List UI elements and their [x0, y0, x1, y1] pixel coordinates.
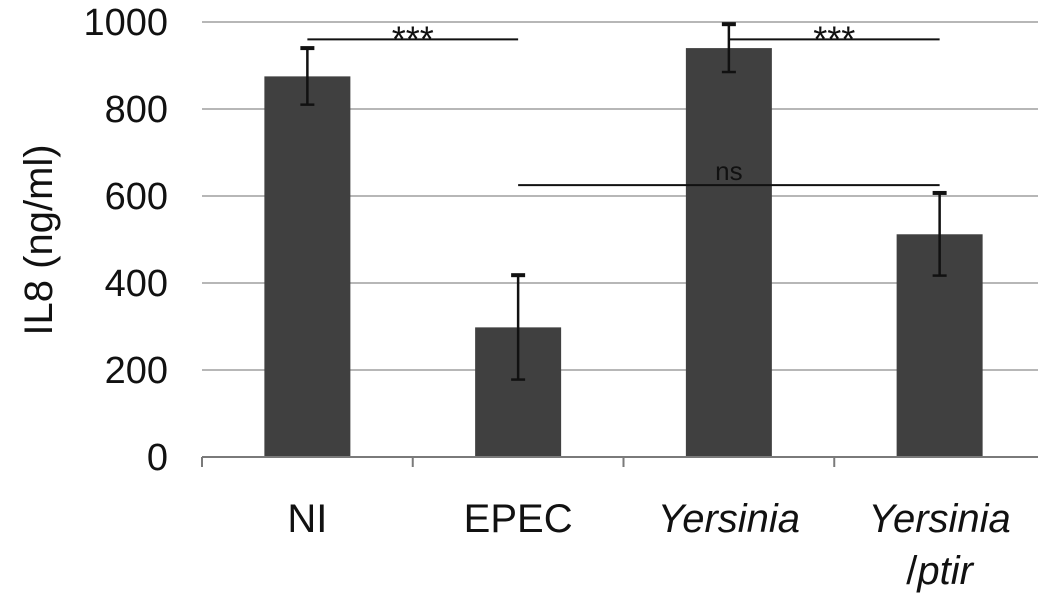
- bars: [264, 48, 983, 457]
- significance-annotations: *** *** ns: [307, 18, 940, 187]
- y-tick-label: 800: [105, 89, 168, 131]
- significance-label: ***: [813, 18, 855, 59]
- category-label: NI: [287, 497, 327, 541]
- y-tick-label: 400: [105, 263, 168, 305]
- y-tick-label: 0: [147, 437, 168, 479]
- y-tick-label: 600: [105, 176, 168, 218]
- bar: [685, 48, 772, 457]
- category-labels: NI EPEC Yersinia Yersinia/ptir: [287, 497, 1010, 593]
- category-label: Yersinia: [868, 497, 1010, 541]
- error-bars: [300, 22, 947, 381]
- y-tick-label: 200: [105, 350, 168, 392]
- significance-label: ns: [715, 156, 742, 186]
- category-label-line2: /ptir: [906, 549, 974, 593]
- significance-label: ***: [392, 18, 434, 59]
- category-label: Yersinia: [658, 497, 800, 541]
- y-tick-labels: 0 200 400 600 800 1000: [83, 2, 168, 479]
- y-axis-label: IL8 (ng/ml): [17, 144, 61, 335]
- x-axis: [201, 456, 1038, 467]
- y-tick-label: 1000: [83, 2, 168, 44]
- bar: [264, 76, 351, 457]
- category-label: EPEC: [464, 497, 573, 541]
